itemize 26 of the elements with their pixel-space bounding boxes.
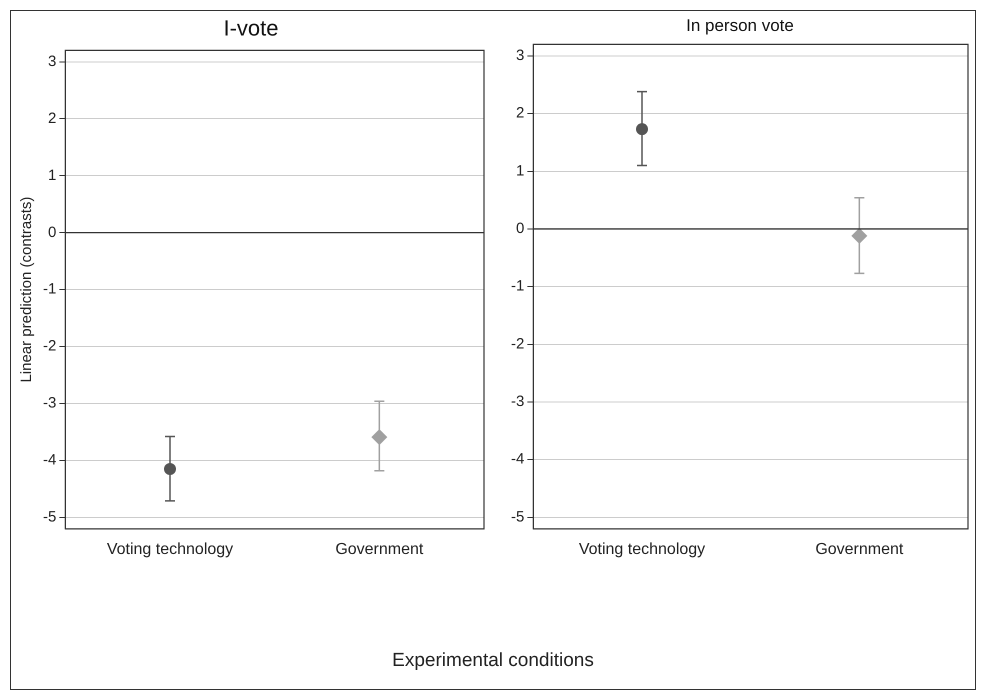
y-tick-label: -2: [42, 338, 56, 355]
y-tick-label: 3: [516, 47, 524, 64]
y-tick-label: -3: [42, 394, 56, 412]
y-tick-label: -2: [510, 335, 524, 352]
y-tick-label: -4: [510, 450, 524, 468]
y-tick-label: -3: [510, 393, 524, 410]
y-tick-label: 3: [48, 52, 56, 70]
y-axis-title: Linear prediction (contrasts): [18, 196, 36, 383]
y-tick-label: 1: [48, 166, 56, 184]
y-tick-label: 2: [516, 104, 524, 122]
y-tick-label: -1: [510, 278, 524, 295]
chart-title: In person vote: [686, 16, 794, 35]
y-tick-label: 1: [516, 162, 524, 180]
y-tick-label: 0: [48, 224, 56, 241]
x-tick-label: Government: [815, 540, 904, 558]
x-tick-label: Voting technology: [578, 540, 706, 558]
y-tick-label: -1: [42, 280, 56, 298]
y-tick-label: -5: [42, 508, 56, 526]
x-axis-title: Experimental conditions: [391, 650, 595, 672]
x-tick-label: Voting technology: [106, 540, 234, 558]
y-tick-label: 0: [516, 220, 524, 238]
y-tick-label: -4: [42, 452, 56, 469]
chart-title: I-vote: [223, 15, 279, 40]
y-tick-label: -5: [510, 508, 524, 526]
x-tick-label: Government: [335, 540, 424, 558]
y-tick-label: 2: [48, 110, 56, 127]
